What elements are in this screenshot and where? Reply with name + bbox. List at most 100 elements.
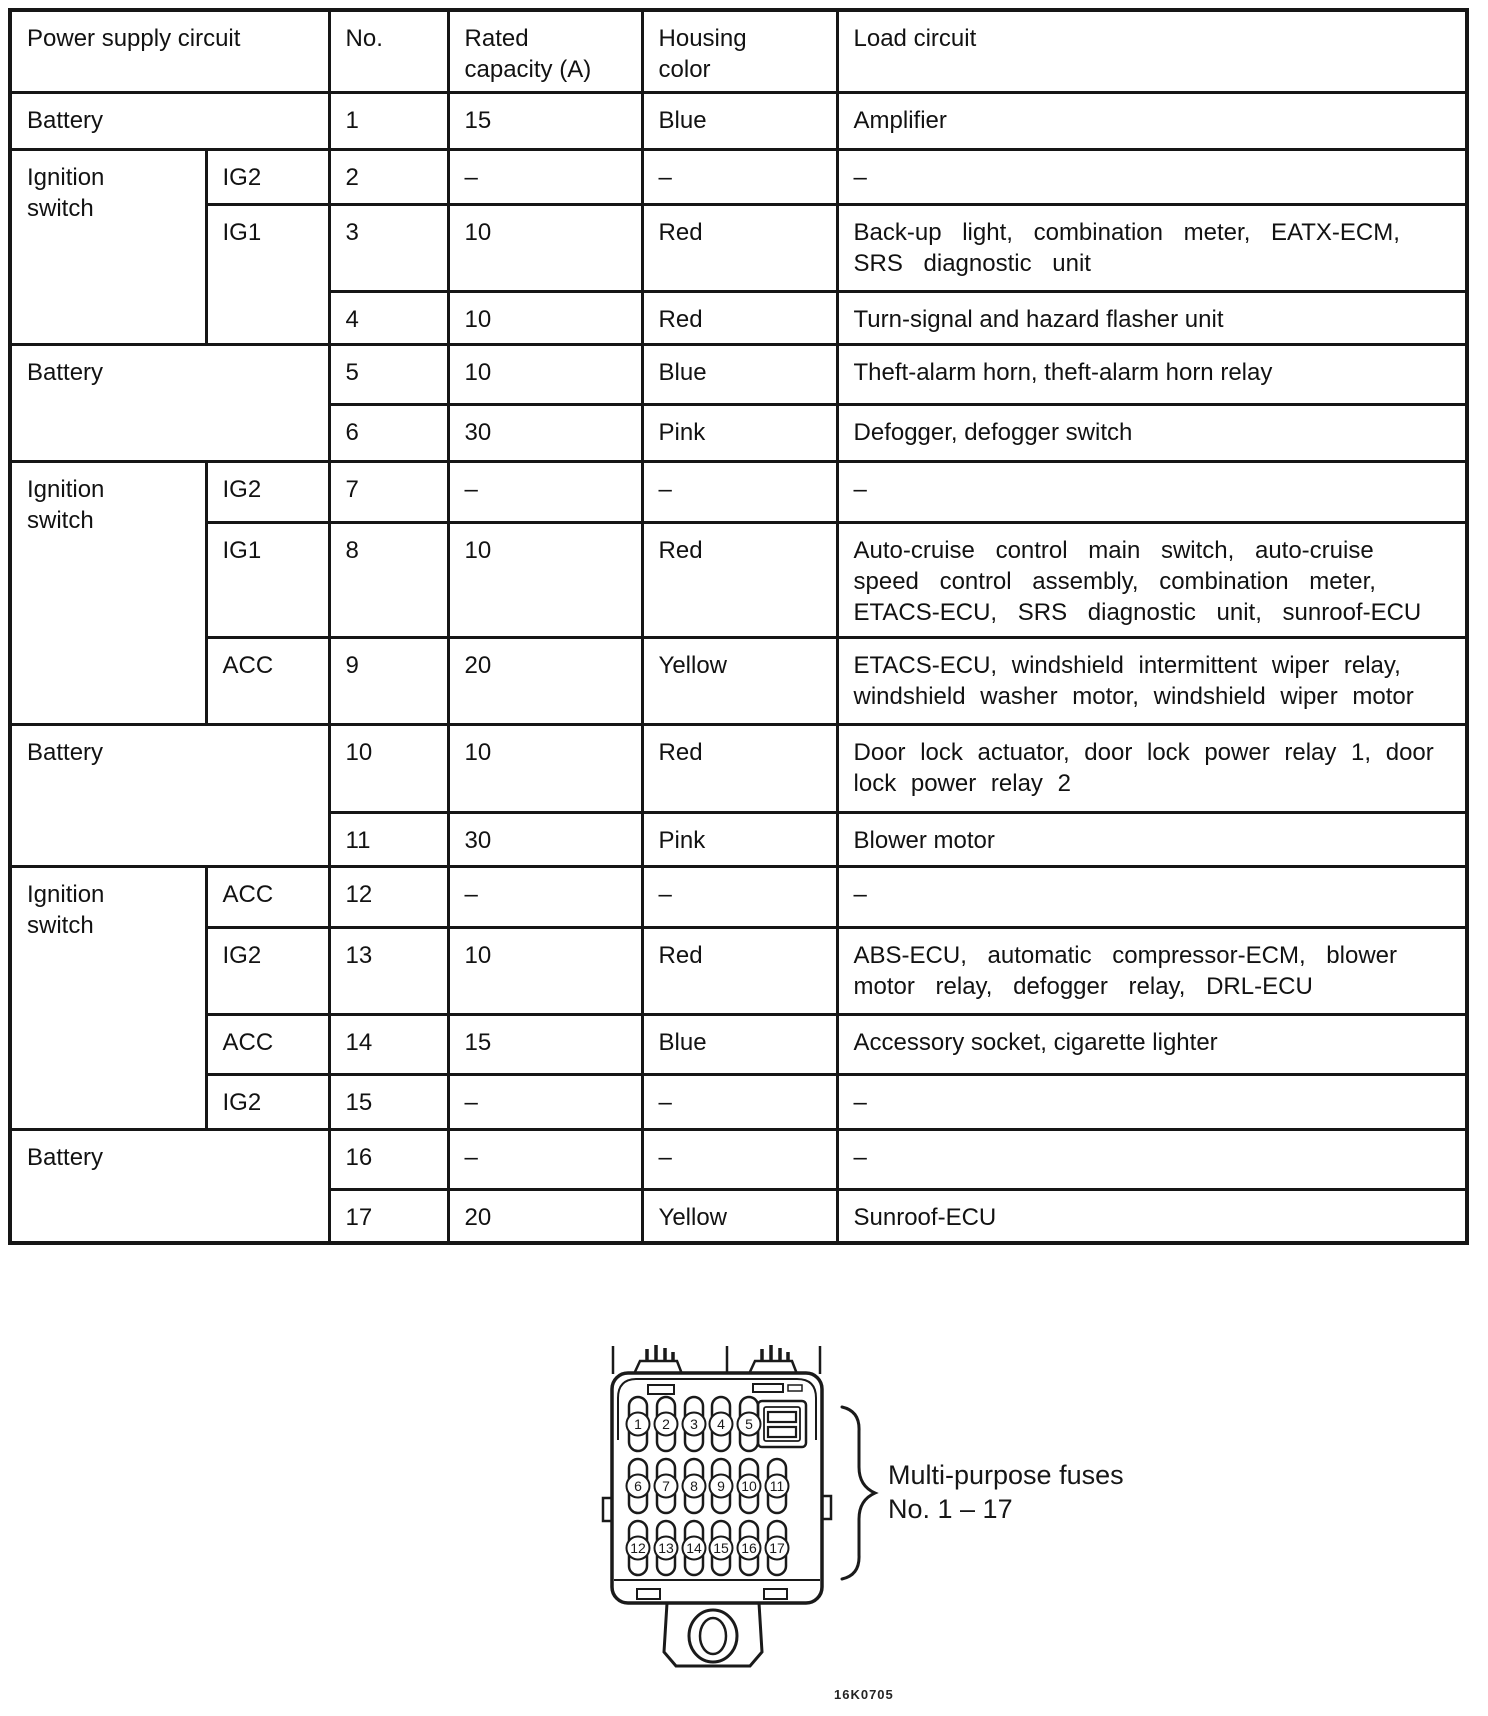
cell-load: Back-up light, combination meter, EATX-E… (835, 203, 1469, 293)
cell-no: 13 (327, 926, 450, 1016)
fuse-box-shell (610, 1371, 824, 1605)
table-row: 17 20 Yellow Sunroof-ECU (10, 1188, 1469, 1244)
housing-stub-lines (611, 1346, 822, 1374)
header-row: Power supply circuit No. Rated capacity … (8, 8, 1469, 94)
cell-no: 6 (327, 403, 450, 463)
shell-top-slot-left (647, 1384, 675, 1395)
fuse-number: 4 (717, 1416, 725, 1432)
table-row: Battery 10 10 Red Door lock actuator, do… (8, 723, 1469, 868)
fuse: 6 (625, 1457, 651, 1515)
cell-rated: 10 (446, 521, 644, 639)
fuse: 7 (653, 1457, 679, 1515)
cell-no: 12 (327, 865, 450, 929)
cell-no: 17 (327, 1188, 450, 1244)
cell-no: 10 (327, 723, 450, 814)
cell-no: 14 (327, 1013, 450, 1076)
cell-no: 15 (327, 1073, 450, 1131)
header-housing-color: Housing color (640, 8, 839, 94)
cell-sub: ACC (204, 1013, 331, 1076)
shell-top-slot-small (787, 1384, 803, 1392)
cell-housing: Red (640, 723, 839, 814)
table-row: Battery 1 15 Blue Amplifier (8, 91, 1469, 151)
table-row: 6 30 Pink Defogger, defogger switch (10, 403, 1469, 463)
header-load-circuit: Load circuit (835, 8, 1469, 94)
flange-slot-right (763, 1588, 788, 1600)
side-clip-right (822, 1494, 833, 1521)
connector-tab-left (632, 1345, 684, 1375)
figure-code: 16K0705 (834, 1687, 894, 1702)
fuse: 16 (736, 1519, 762, 1577)
table-row: Ignition switch ACC 12 – – – (8, 865, 1469, 1131)
fuse-number: 14 (686, 1540, 702, 1556)
cell-sub: IG2 (204, 1073, 331, 1131)
cell-rated: 10 (446, 203, 644, 293)
fuse-box-shell-inner (617, 1378, 817, 1440)
fuse-number: 1 (634, 1416, 642, 1432)
table-row: IG1 8 10 Red Auto-cruise control main sw… (10, 521, 1469, 639)
cell-source: Battery (8, 1128, 331, 1244)
cell-housing: Yellow (640, 1188, 839, 1244)
cell-rated: 15 (446, 1013, 644, 1076)
cell-rated: – (446, 148, 644, 206)
cell-load: – (835, 1073, 1469, 1131)
relay-block (756, 1399, 808, 1449)
fuse-number: 12 (630, 1540, 646, 1556)
fuse-row-3: 12 13 14 15 16 17 (625, 1519, 790, 1577)
mounting-tab (662, 1602, 764, 1668)
cell-sub: IG2 (204, 926, 331, 1016)
side-clip-left (601, 1496, 612, 1523)
cell-load: ABS-ECU, automatic compressor-ECM, blowe… (835, 926, 1469, 1016)
fuse: 8 (681, 1457, 707, 1515)
diagram-label-line1: Multi-purpose fuses (888, 1460, 1124, 1490)
cell-load: – (835, 1128, 1469, 1191)
cell-load: ETACS-ECU, windshield intermittent wiper… (835, 636, 1469, 726)
cell-rated: 10 (446, 343, 644, 406)
cell-sub: IG1 (204, 203, 331, 346)
table-row: 4 10 Red Turn-signal and hazard flasher … (10, 290, 1469, 346)
fuse-number: 6 (634, 1478, 642, 1494)
cell-load: Accessory socket, cigarette lighter (835, 1013, 1469, 1076)
fuse-table: Power supply circuit No. Rated capacity … (8, 8, 1470, 1245)
fuse: 1 (625, 1395, 651, 1453)
cell-housing: Red (640, 203, 839, 293)
brace (840, 1405, 879, 1581)
fuse-number: 9 (717, 1478, 725, 1494)
cell-source: Ignition switch (8, 148, 208, 346)
cell-no: 8 (327, 521, 450, 639)
fuse-row-2: 6 7 8 9 10 11 (625, 1457, 790, 1515)
header-rated-capacity: Rated capacity (A) (446, 8, 644, 94)
cell-rated: – (446, 460, 644, 524)
cell-rated: 10 (446, 926, 644, 1016)
table-row: IG1 3 10 Red Back-up light, combination … (10, 203, 1469, 346)
cell-rated: 30 (446, 811, 644, 868)
fuse: 13 (653, 1519, 679, 1577)
cell-housing: – (640, 148, 839, 206)
cell-sub: IG1 (204, 521, 331, 639)
cell-sub: ACC (204, 636, 331, 726)
fuse: 12 (625, 1519, 651, 1577)
fuse-number: 7 (662, 1478, 670, 1494)
cell-rated: – (446, 1073, 644, 1131)
cell-load: – (835, 148, 1469, 206)
cell-load: Sunroof-ECU (835, 1188, 1469, 1244)
fuse: 17 (764, 1519, 790, 1577)
shell-top-slot-right (752, 1383, 784, 1393)
cell-source: Ignition switch (8, 460, 208, 726)
fuse-number: 11 (770, 1478, 785, 1494)
cell-housing: Red (640, 290, 839, 346)
cell-housing: Red (640, 521, 839, 639)
cell-housing: Blue (640, 343, 839, 406)
table-row: Ignition switch IG2 7 – – – (8, 460, 1469, 726)
header-no: No. (327, 8, 450, 94)
cell-load: Amplifier (835, 91, 1469, 151)
cell-rated: 30 (446, 403, 644, 463)
fuse-number: 10 (741, 1478, 757, 1494)
cell-no: 5 (327, 343, 450, 406)
cell-sub: IG2 (204, 460, 331, 524)
fuse: 5 (736, 1395, 762, 1453)
table-row: IG2 15 – – – (10, 1073, 1469, 1131)
fuse: 9 (708, 1457, 734, 1515)
fuse: 3 (681, 1395, 707, 1453)
fuse-number: 13 (658, 1540, 674, 1556)
